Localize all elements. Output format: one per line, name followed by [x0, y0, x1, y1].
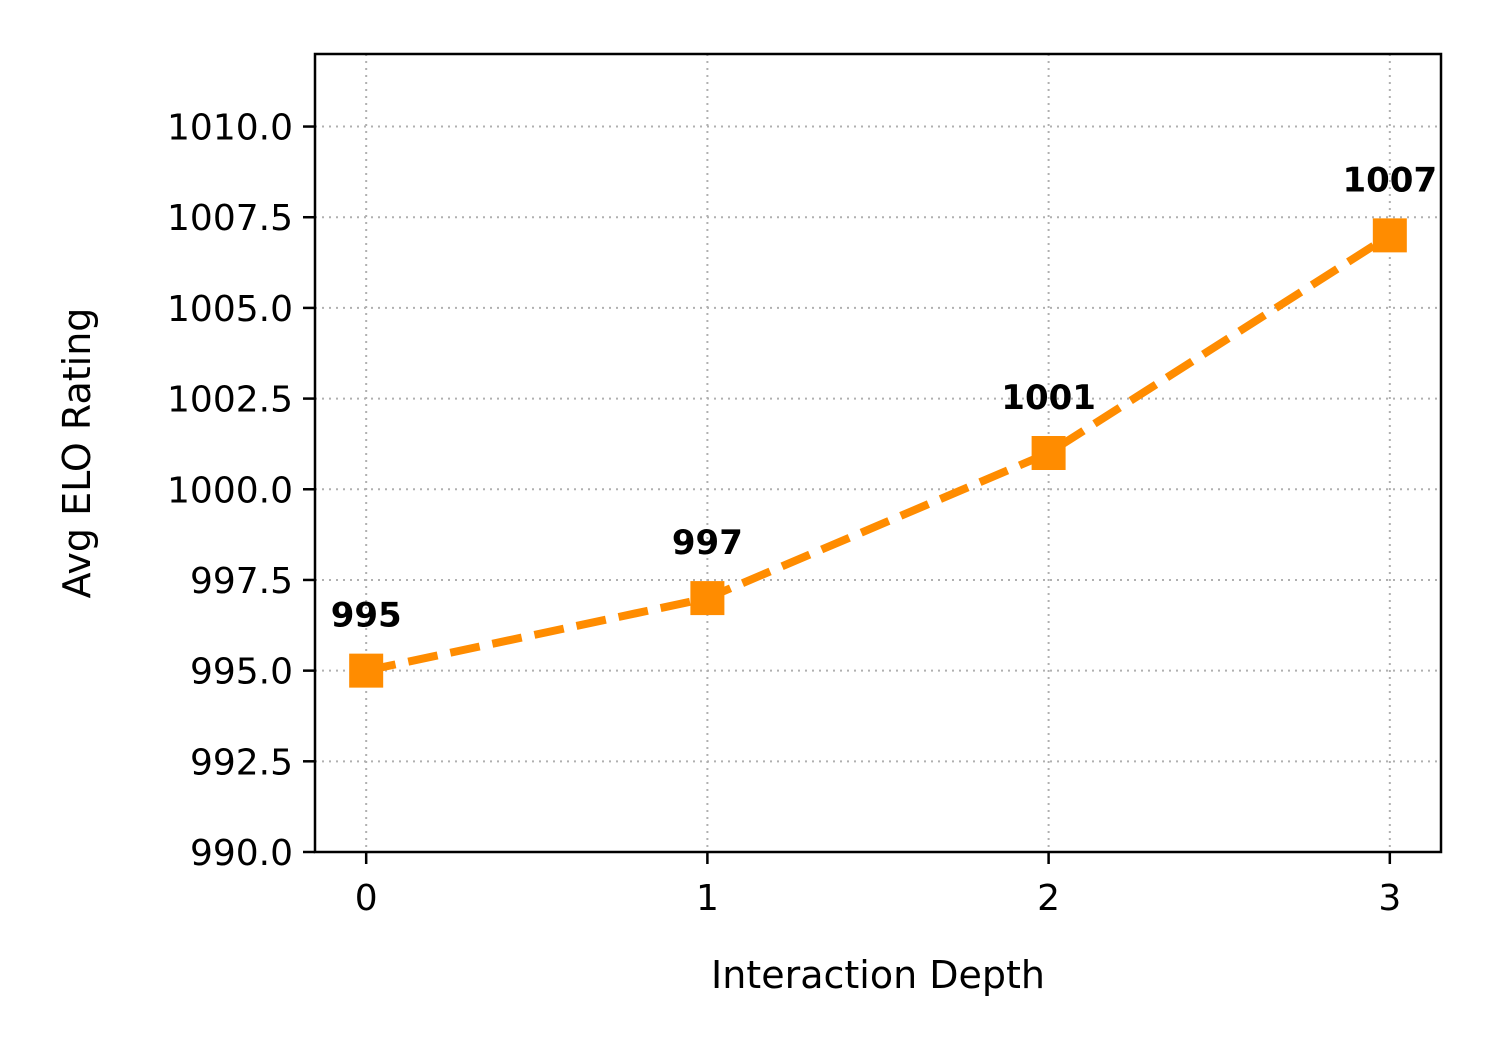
data-point-label: 1007 [1342, 160, 1437, 200]
y-tick-label: 997.5 [190, 561, 293, 602]
x-tick-label: 0 [355, 878, 378, 919]
data-point-marker [1031, 436, 1066, 470]
y-tick-label: 1005.0 [167, 289, 293, 330]
data-point-marker [690, 581, 725, 616]
x-axis-label: Interaction Depth [711, 953, 1045, 997]
x-axis-ticks: 0 1 2 3 [355, 852, 1401, 919]
data-point-marker [349, 653, 384, 688]
data-point-label: 995 [331, 596, 402, 636]
y-tick-label: 1010.0 [167, 108, 293, 149]
y-tick-label: 992.5 [190, 742, 293, 783]
y-tick-label: 1002.5 [167, 380, 293, 421]
y-axis-label: Avg ELO Rating [55, 308, 99, 599]
data-labels: 995 997 1001 1007 [331, 160, 1437, 635]
y-tick-label: 990.0 [190, 833, 293, 874]
series-line [365, 231, 1392, 675]
series-layer [349, 218, 1407, 688]
x-tick-label: 1 [696, 878, 719, 919]
y-tick-label: 1007.5 [167, 198, 293, 239]
data-point-label: 1001 [1001, 378, 1096, 418]
y-tick-label: 995.0 [190, 652, 293, 693]
y-tick-label: 1000.0 [167, 470, 293, 511]
x-tick-label: 2 [1037, 878, 1060, 919]
plot-frame [313, 52, 1443, 854]
data-point-label: 997 [672, 523, 743, 563]
data-point-marker [1372, 218, 1407, 253]
y-axis-ticks: 990.0 992.5 995.0 997.5 1000.0 1002.5 1005.0 10… [167, 108, 315, 874]
x-tick-label: 3 [1378, 878, 1401, 919]
grid-lines [315, 54, 1441, 853]
